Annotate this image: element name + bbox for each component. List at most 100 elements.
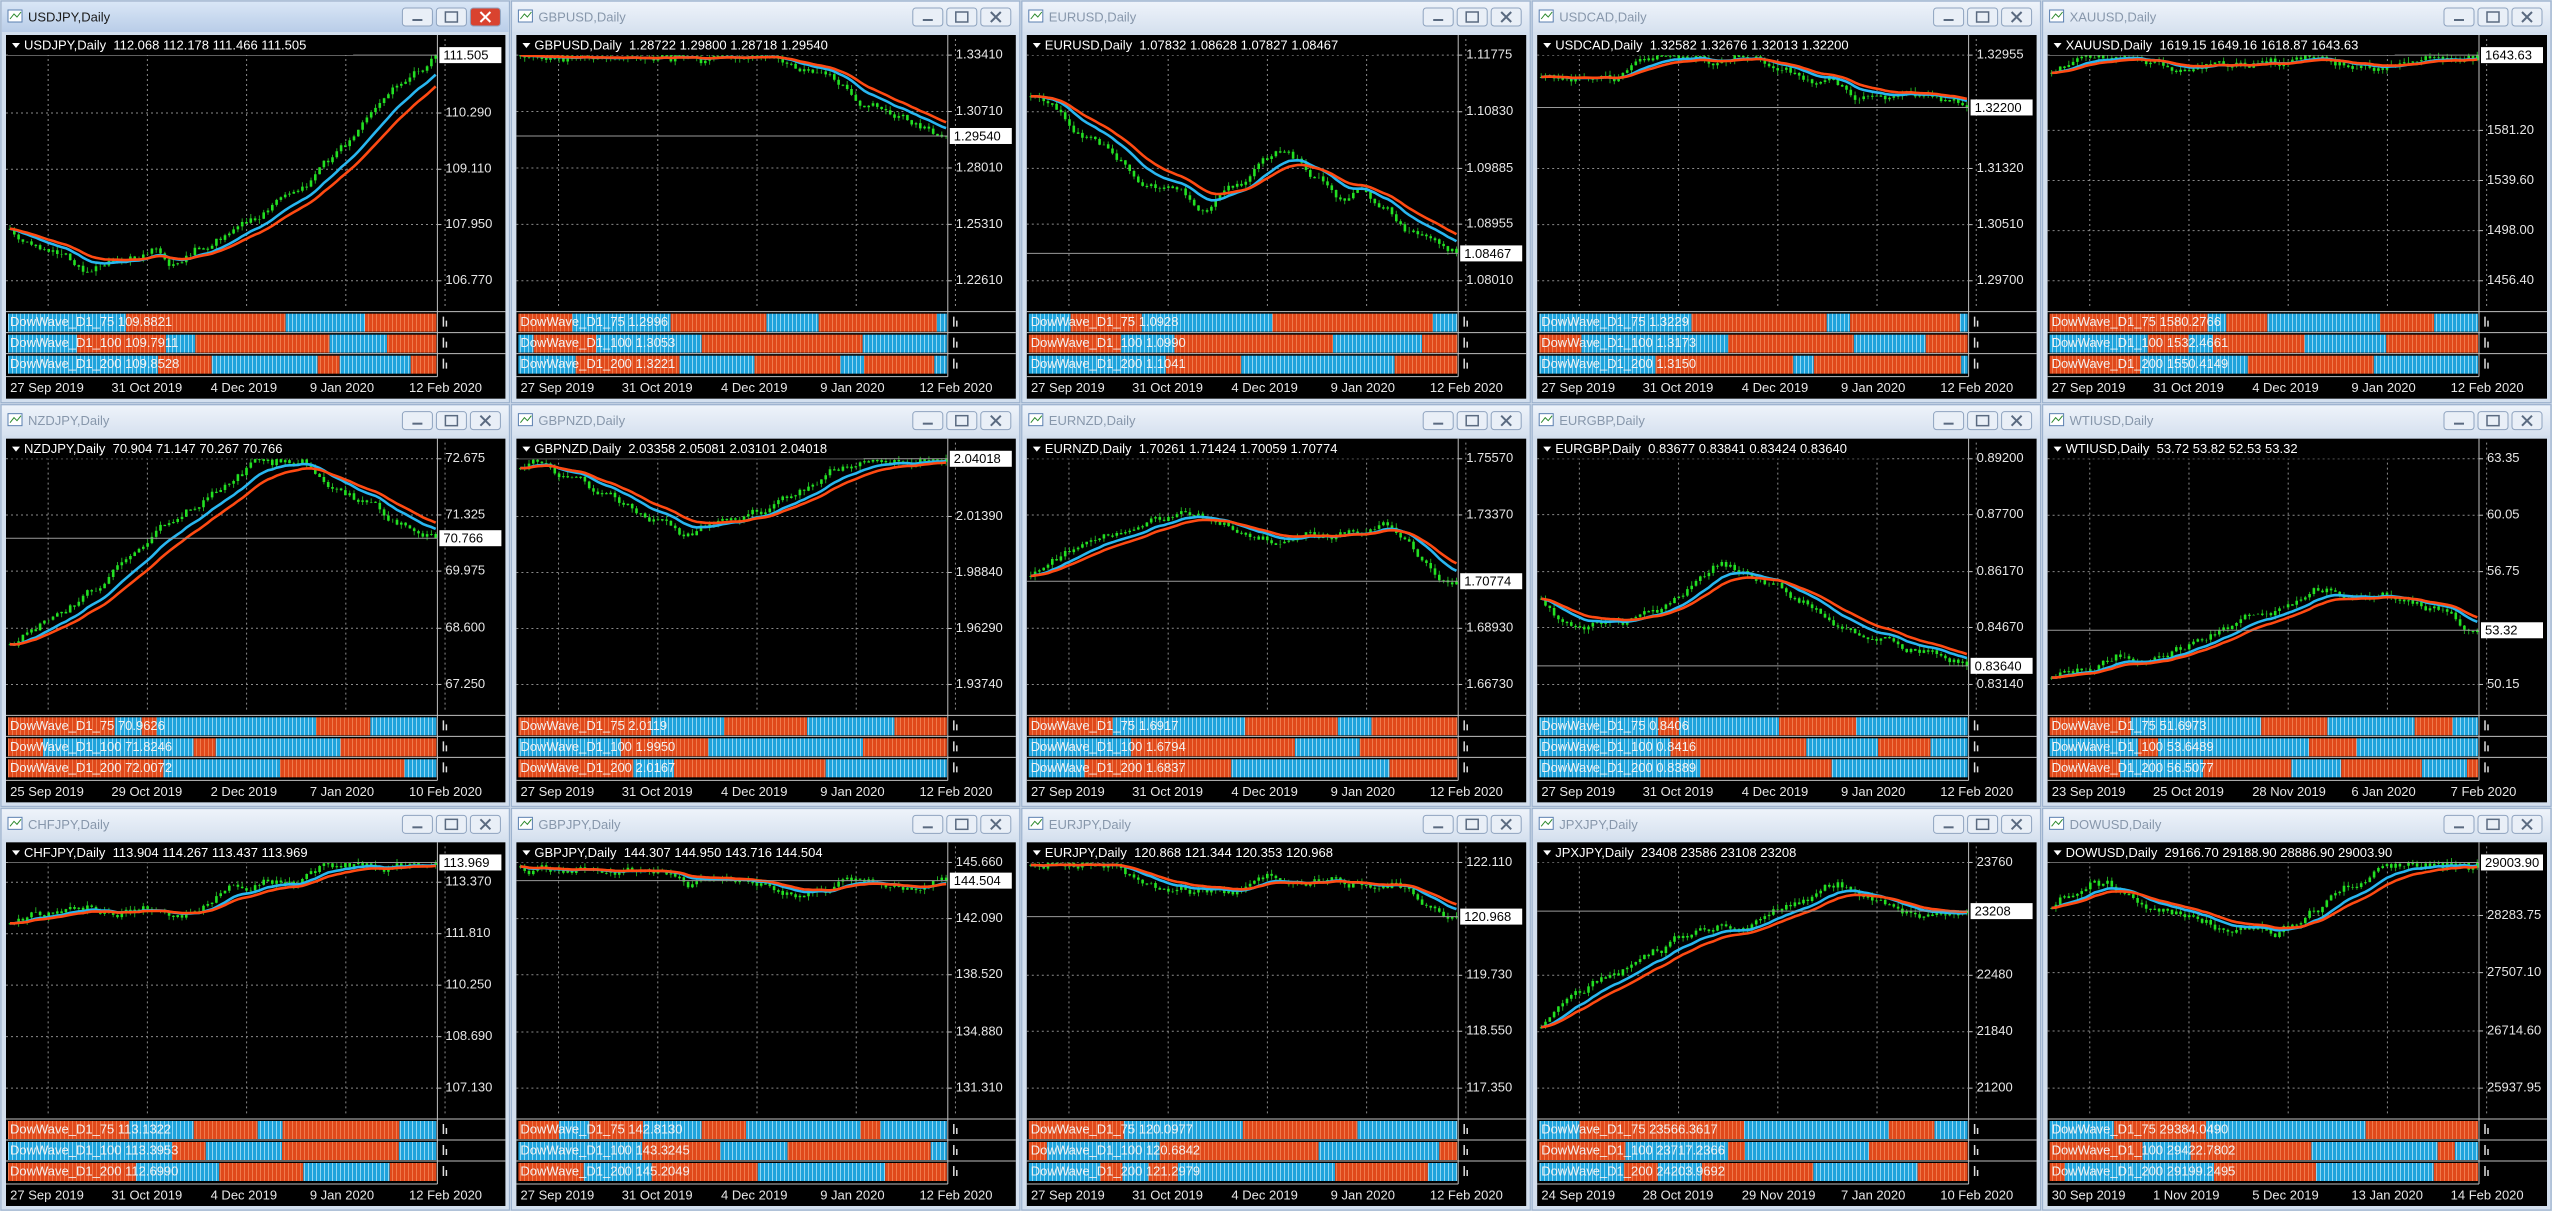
header-arrow[interactable] <box>1032 446 1041 452</box>
price-label: 110.250 <box>445 977 491 992</box>
maximize-button[interactable] <box>2477 7 2509 27</box>
signal-band <box>673 759 826 778</box>
button-glyph <box>990 11 1002 23</box>
indicator-icon <box>1973 720 1979 731</box>
date-label: 4 Dec 2019 <box>1742 380 1809 395</box>
header-arrow[interactable] <box>12 850 20 856</box>
minimize-button[interactable] <box>1422 7 1454 27</box>
signal-band <box>1294 738 1360 757</box>
header-arrow[interactable] <box>2053 43 2062 48</box>
date-label: 12 Feb 2020 <box>919 1187 992 1202</box>
indicator-label: DowWave_D1_75 1.6917 <box>1031 718 1179 733</box>
indicator-icon <box>442 316 448 327</box>
indicator-label: DowWave_D1_75 142.8130 <box>520 1121 682 1136</box>
maximize-button[interactable] <box>946 814 978 834</box>
maximize-button[interactable] <box>1456 7 1488 27</box>
chart-window: GBPNZD,Daily 2.01390 1.98840 1.96290 1.93740… <box>510 404 1021 807</box>
signal-band <box>1394 355 1458 374</box>
indicator-label: DowWave_D1_100 1.0990 <box>1031 335 1186 350</box>
header-arrow[interactable] <box>522 850 531 856</box>
header-arrow[interactable] <box>1543 850 1552 856</box>
minimize-button[interactable] <box>401 814 433 834</box>
price-label: 1.30510 <box>1977 216 2024 231</box>
minimize-button[interactable] <box>401 411 433 431</box>
window-icon <box>1540 415 1553 423</box>
maximize-button[interactable] <box>1456 411 1488 431</box>
indicator-label: DowWave_D1_200 109.8528 <box>10 356 179 371</box>
signal-band <box>1028 1142 1047 1160</box>
minimize-button[interactable] <box>912 7 944 27</box>
minimize-button[interactable] <box>401 7 433 27</box>
header-arrow[interactable] <box>12 43 20 48</box>
price-label: 1456.40 <box>2487 272 2534 287</box>
maximize-button[interactable] <box>1456 814 1488 834</box>
header-arrow[interactable] <box>1543 43 1552 48</box>
button-glyph <box>2521 11 2533 23</box>
minimize-button[interactable] <box>2443 814 2475 834</box>
header-arrow[interactable] <box>12 446 20 452</box>
header-arrow[interactable] <box>522 446 531 452</box>
signal-band <box>1539 1121 1580 1139</box>
signal-band <box>1727 1142 1745 1160</box>
moving-average <box>1030 863 1457 906</box>
maximize-button[interactable] <box>946 7 978 27</box>
maximize-button[interactable] <box>435 7 467 27</box>
minimize-button[interactable] <box>1422 411 1454 431</box>
signal-band <box>679 355 755 374</box>
signal-band <box>171 1142 206 1160</box>
button-glyph <box>1465 11 1479 23</box>
maximize-button[interactable] <box>1967 814 1999 834</box>
signal-band <box>2064 1163 2214 1181</box>
signal-band <box>708 738 864 757</box>
window-icon <box>517 413 533 427</box>
current-price: 113.969 <box>443 855 489 870</box>
signal-band <box>1357 1121 1458 1139</box>
current-price: 0.83640 <box>1975 658 2022 673</box>
maximize-button[interactable] <box>1967 7 1999 27</box>
header-arrow[interactable] <box>1543 446 1552 452</box>
current-price: 1.08467 <box>1464 246 1511 261</box>
signal-band <box>1793 355 1814 374</box>
maximize-button[interactable] <box>435 814 467 834</box>
maximize-button[interactable] <box>946 411 978 431</box>
minimize-button[interactable] <box>912 814 944 834</box>
signal-band <box>1813 1163 1918 1181</box>
minimize-button[interactable] <box>1933 814 1965 834</box>
maximize-button[interactable] <box>435 411 467 431</box>
minimize-button[interactable] <box>2443 7 2475 27</box>
indicator-label: DowWave_D1_200 145.2049 <box>520 1163 689 1178</box>
minimize-button[interactable] <box>912 411 944 431</box>
indicator-label: DowWave_D1_200 1.1041 <box>1031 356 1186 371</box>
minimize-button[interactable] <box>1422 814 1454 834</box>
minimize-button[interactable] <box>1933 411 1965 431</box>
signal-band <box>389 1163 437 1181</box>
window-icon <box>1028 816 1044 830</box>
signal-band <box>2049 313 2208 332</box>
header-arrow[interactable] <box>1032 43 1041 48</box>
maximize-button[interactable] <box>1967 411 1999 431</box>
header-arrow[interactable] <box>1032 850 1041 856</box>
indicator-icon <box>953 1166 958 1176</box>
price-label: 108.690 <box>445 1028 492 1043</box>
minimize-button[interactable] <box>1933 7 1965 27</box>
header-arrow[interactable] <box>522 43 531 48</box>
indicator-label: DowWave_D1_100 113.3953 <box>10 1142 178 1157</box>
minimize-button[interactable] <box>2443 411 2475 431</box>
button-glyph <box>479 11 492 23</box>
maximize-button[interactable] <box>2477 411 2509 431</box>
chart-header: NZDJPY,Daily 70.904 71.147 70.267 70.766 <box>24 441 283 456</box>
header-arrow[interactable] <box>2053 446 2062 452</box>
signal-band <box>1539 334 1582 353</box>
indicator-label: DowWave_D1_75 120.0977 <box>1031 1121 1193 1136</box>
date-label: 9 Jan 2020 <box>1331 1187 1395 1202</box>
signal-band <box>572 313 671 332</box>
current-price: 70.766 <box>443 531 483 546</box>
button-glyph <box>1975 11 1990 23</box>
maximize-button[interactable] <box>2477 814 2509 834</box>
date-label: 12 Feb 2020 <box>919 380 992 395</box>
signal-band <box>1868 1142 1968 1160</box>
signal-band <box>1028 1121 1124 1139</box>
signal-band <box>1658 717 1679 736</box>
indicator-icon <box>1973 337 1979 348</box>
header-arrow[interactable] <box>2053 850 2062 856</box>
